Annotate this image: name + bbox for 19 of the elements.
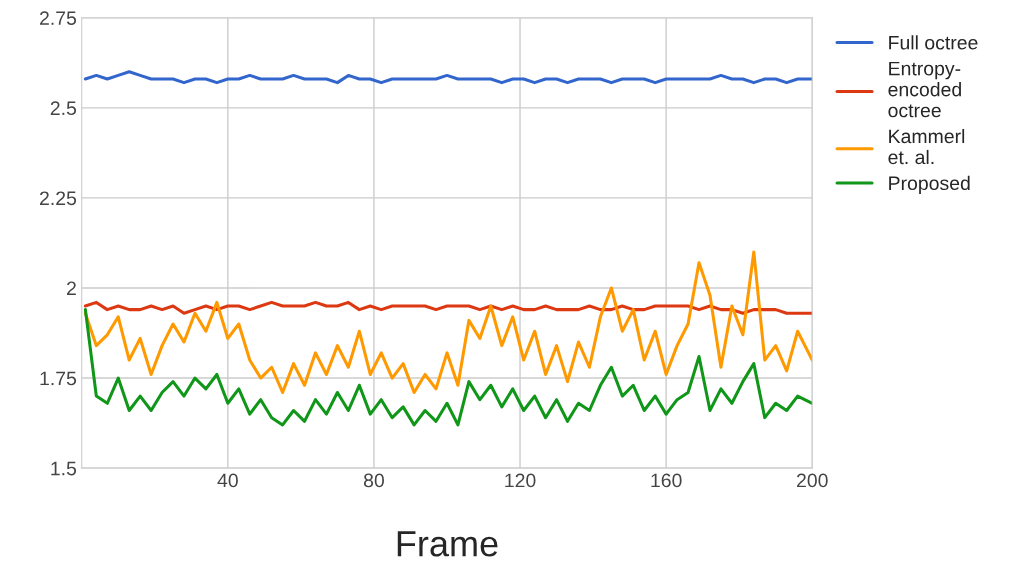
y-tick-label: 1.5 (51, 461, 77, 476)
x-tick-label: 200 (797, 473, 828, 488)
y-tick-label: 2.5 (50, 101, 77, 116)
legend-label: Full octree (889, 35, 978, 50)
y-tick-label: 2.75 (40, 11, 77, 25)
x-tick-label: 160 (651, 473, 682, 488)
legend-label: Proposed (889, 175, 970, 194)
legend-label: Kammerl et. al. (888, 128, 965, 165)
line-series (83, 308, 813, 427)
legend-label: Entropy- encoded octree (888, 61, 961, 118)
x-axis-title: Frame (397, 531, 498, 557)
x-tick-label: 80 (363, 473, 384, 488)
x-tick-label: 40 (217, 473, 238, 488)
y-tick-label: 2 (67, 281, 76, 296)
line-series (83, 70, 813, 85)
x-tick-label: 120 (505, 473, 536, 488)
y-tick-label: 2.25 (40, 191, 77, 206)
y-tick-label: 1.75 (40, 371, 77, 386)
line-series (83, 300, 813, 315)
